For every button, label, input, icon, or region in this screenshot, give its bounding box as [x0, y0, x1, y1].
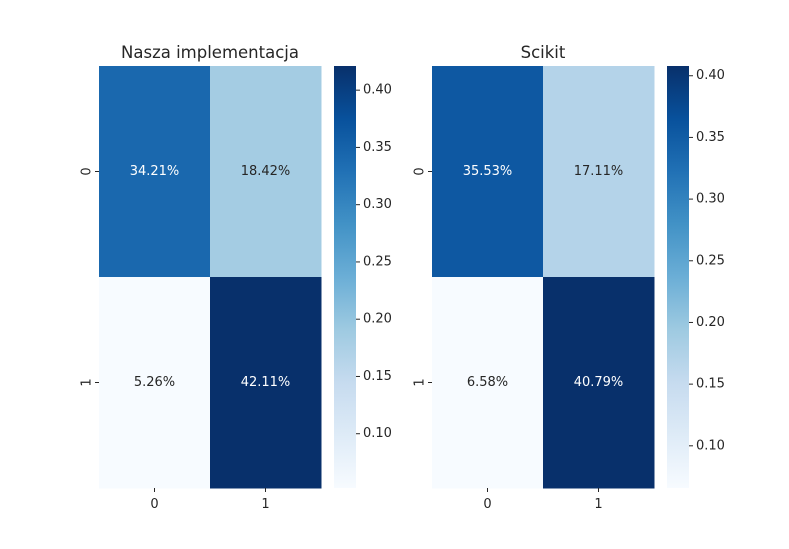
colorbar-tick-label: 0.30 [363, 197, 392, 212]
cell-value-label: 35.53% [463, 164, 513, 179]
heatmap-cell [432, 277, 544, 489]
colorbar-tick-label: 0.25 [696, 253, 725, 268]
x-tick-label: 1 [594, 497, 602, 512]
charts-layer: Nasza implementacja 34.21% 18.42% 5.26% 42.1… [80, 43, 725, 512]
y-tick-label: 1 [80, 378, 95, 386]
heatmap-cell [99, 66, 211, 278]
heatmap-cell [543, 66, 655, 278]
cell-value-label: 40.79% [574, 375, 624, 390]
x-tick-label: 0 [150, 497, 158, 512]
cell-value-label: 34.21% [130, 164, 180, 179]
colorbar-tick-label: 0.40 [696, 68, 725, 83]
colorbar-tick-label: 0.30 [696, 192, 725, 207]
colorbar-tick-label: 0.20 [696, 315, 725, 330]
chart-title: Scikit [521, 43, 566, 62]
cell-value-label: 17.11% [574, 164, 624, 179]
colorbar-tick-label: 0.35 [363, 140, 392, 155]
heatmap-cell [543, 277, 655, 489]
colorbar-tick-label: 0.25 [363, 254, 392, 269]
colorbar [667, 66, 689, 488]
heatmap-cell [99, 277, 211, 489]
x-tick-label: 0 [483, 497, 491, 512]
x-tick-label: 1 [261, 497, 269, 512]
chart-title: Nasza implementacja [121, 43, 299, 62]
colorbar-tick-label: 0.15 [696, 377, 725, 392]
y-tick-label: 1 [413, 378, 428, 386]
cell-value-label: 6.58% [467, 375, 508, 390]
colorbar-tick-label: 0.10 [363, 426, 392, 441]
colorbar-tick-label: 0.15 [363, 369, 392, 384]
colorbar-tick-label: 0.35 [696, 130, 725, 145]
colorbar-tick-label: 0.20 [363, 312, 392, 327]
cell-value-label: 42.11% [241, 375, 291, 390]
colorbar-tick-label: 0.10 [696, 438, 725, 453]
cell-value-label: 18.42% [241, 164, 291, 179]
cell-value-label: 5.26% [134, 375, 175, 390]
heatmap-cell [210, 66, 322, 278]
colorbar-tick-label: 0.40 [363, 83, 392, 98]
heatmap-panel-2: Scikit 35.53% 17.11% 6.58% 40.79% 0 1 0 1 0.10 0.1… [413, 43, 725, 512]
y-tick-label: 0 [413, 167, 428, 175]
colorbar [334, 66, 356, 488]
y-tick-label: 0 [80, 167, 95, 175]
heatmap-panel-1: Nasza implementacja 34.21% 18.42% 5.26% 42.1… [80, 43, 392, 512]
heatmap-cell [432, 66, 544, 278]
heatmap-cell [210, 277, 322, 489]
